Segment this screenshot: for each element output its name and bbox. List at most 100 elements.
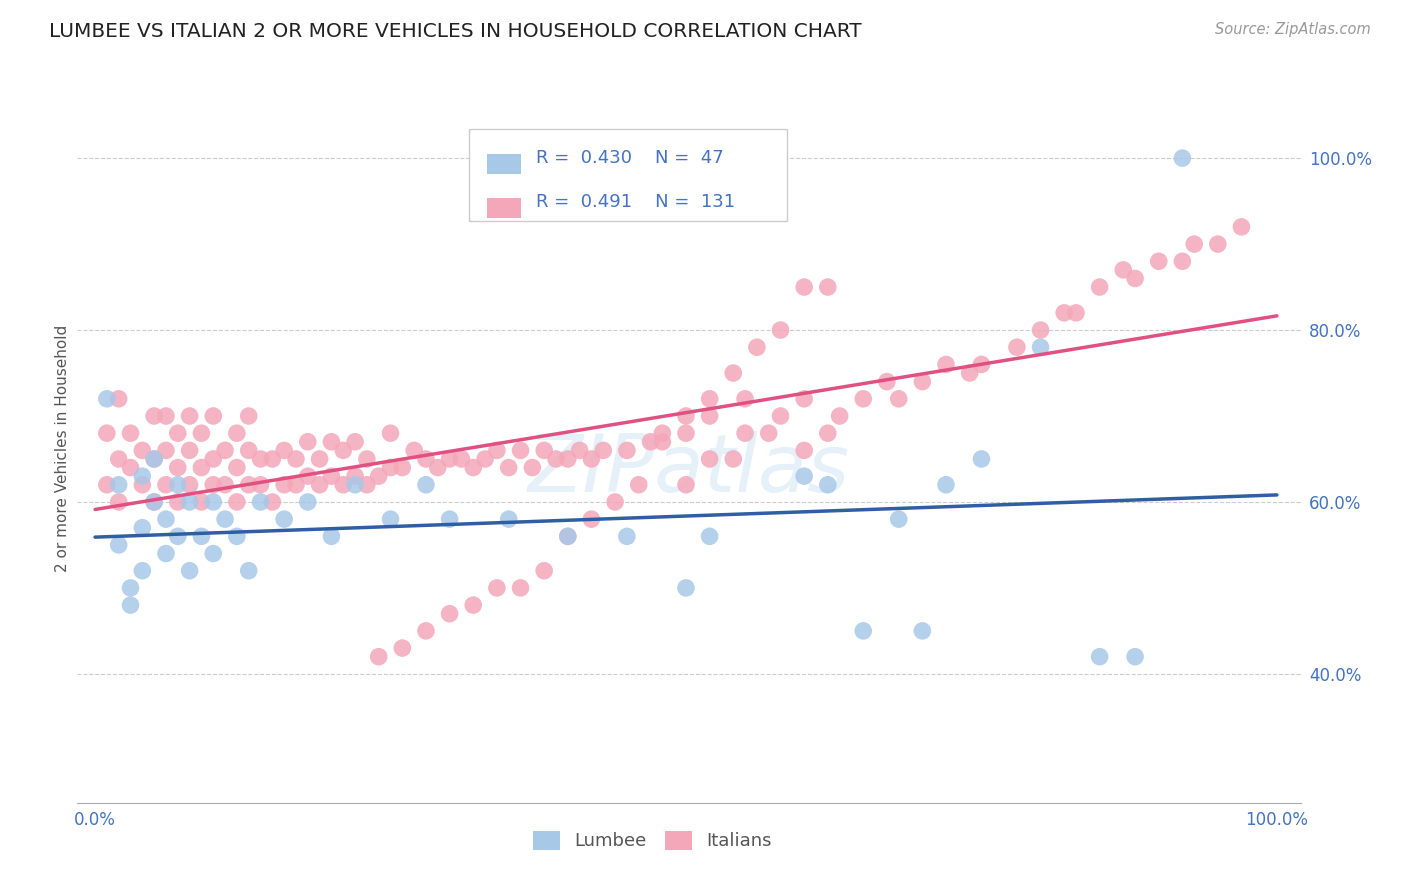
- Point: [321, 469, 343, 483]
- Point: [817, 477, 839, 491]
- Point: [131, 521, 153, 535]
- Point: [828, 409, 851, 423]
- Point: [120, 460, 142, 475]
- Point: [321, 529, 343, 543]
- Point: [734, 392, 756, 406]
- Point: [344, 477, 367, 491]
- Point: [793, 443, 815, 458]
- Point: [415, 477, 437, 491]
- Point: [202, 477, 225, 491]
- Point: [367, 649, 389, 664]
- Point: [96, 426, 118, 441]
- Point: [179, 409, 201, 423]
- Point: [179, 564, 201, 578]
- Text: LUMBEE VS ITALIAN 2 OR MORE VEHICLES IN HOUSEHOLD CORRELATION CHART: LUMBEE VS ITALIAN 2 OR MORE VEHICLES IN …: [49, 22, 862, 41]
- Point: [202, 495, 225, 509]
- Point: [107, 495, 129, 509]
- Point: [852, 392, 875, 406]
- Text: R =  0.430    N =  47: R = 0.430 N = 47: [536, 149, 724, 167]
- Point: [1230, 219, 1253, 234]
- Point: [273, 477, 295, 491]
- Point: [166, 477, 188, 491]
- Point: [214, 443, 236, 458]
- Point: [557, 529, 579, 543]
- Point: [297, 434, 319, 449]
- Point: [262, 495, 284, 509]
- Point: [190, 529, 212, 543]
- Point: [96, 392, 118, 406]
- Point: [380, 460, 402, 475]
- Point: [297, 495, 319, 509]
- Point: [509, 581, 531, 595]
- Point: [603, 495, 626, 509]
- Point: [1053, 306, 1076, 320]
- Point: [1005, 340, 1028, 354]
- Point: [498, 460, 520, 475]
- Point: [675, 581, 697, 595]
- Legend: Lumbee, Italians: Lumbee, Italians: [526, 824, 779, 857]
- Point: [498, 512, 520, 526]
- Point: [107, 538, 129, 552]
- Point: [463, 598, 485, 612]
- Point: [131, 564, 153, 578]
- Y-axis label: 2 or more Vehicles in Household: 2 or more Vehicles in Household: [55, 325, 70, 572]
- FancyBboxPatch shape: [486, 199, 522, 219]
- Point: [627, 477, 650, 491]
- Point: [970, 452, 993, 467]
- Point: [285, 452, 308, 467]
- Point: [935, 477, 957, 491]
- Point: [485, 443, 508, 458]
- Point: [557, 452, 579, 467]
- Point: [238, 443, 260, 458]
- Point: [367, 469, 389, 483]
- Point: [155, 443, 177, 458]
- Point: [308, 452, 330, 467]
- Point: [699, 392, 721, 406]
- Point: [745, 340, 768, 354]
- Point: [308, 477, 330, 491]
- Point: [675, 477, 697, 491]
- Point: [190, 426, 212, 441]
- Point: [852, 624, 875, 638]
- Point: [238, 477, 260, 491]
- FancyBboxPatch shape: [486, 154, 522, 174]
- Point: [887, 392, 910, 406]
- Point: [911, 375, 934, 389]
- Point: [190, 460, 212, 475]
- Point: [190, 495, 212, 509]
- Point: [793, 280, 815, 294]
- Point: [675, 426, 697, 441]
- Point: [120, 581, 142, 595]
- Point: [120, 598, 142, 612]
- Point: [734, 426, 756, 441]
- Point: [202, 409, 225, 423]
- Point: [793, 469, 815, 483]
- Point: [675, 409, 697, 423]
- Point: [970, 358, 993, 372]
- Point: [107, 477, 129, 491]
- Point: [439, 512, 461, 526]
- Point: [96, 477, 118, 491]
- Point: [651, 426, 673, 441]
- Point: [699, 452, 721, 467]
- Point: [426, 460, 449, 475]
- Point: [616, 529, 638, 543]
- Point: [391, 460, 413, 475]
- Point: [120, 426, 142, 441]
- Point: [1088, 280, 1111, 294]
- Point: [344, 434, 367, 449]
- Point: [155, 409, 177, 423]
- Point: [249, 452, 271, 467]
- Point: [1064, 306, 1087, 320]
- Point: [1088, 649, 1111, 664]
- Point: [758, 426, 780, 441]
- Point: [1206, 237, 1229, 252]
- Point: [769, 409, 792, 423]
- Point: [581, 452, 603, 467]
- Point: [1029, 340, 1052, 354]
- Point: [131, 443, 153, 458]
- Point: [1171, 254, 1194, 268]
- Point: [321, 830, 343, 845]
- Point: [616, 443, 638, 458]
- Point: [415, 452, 437, 467]
